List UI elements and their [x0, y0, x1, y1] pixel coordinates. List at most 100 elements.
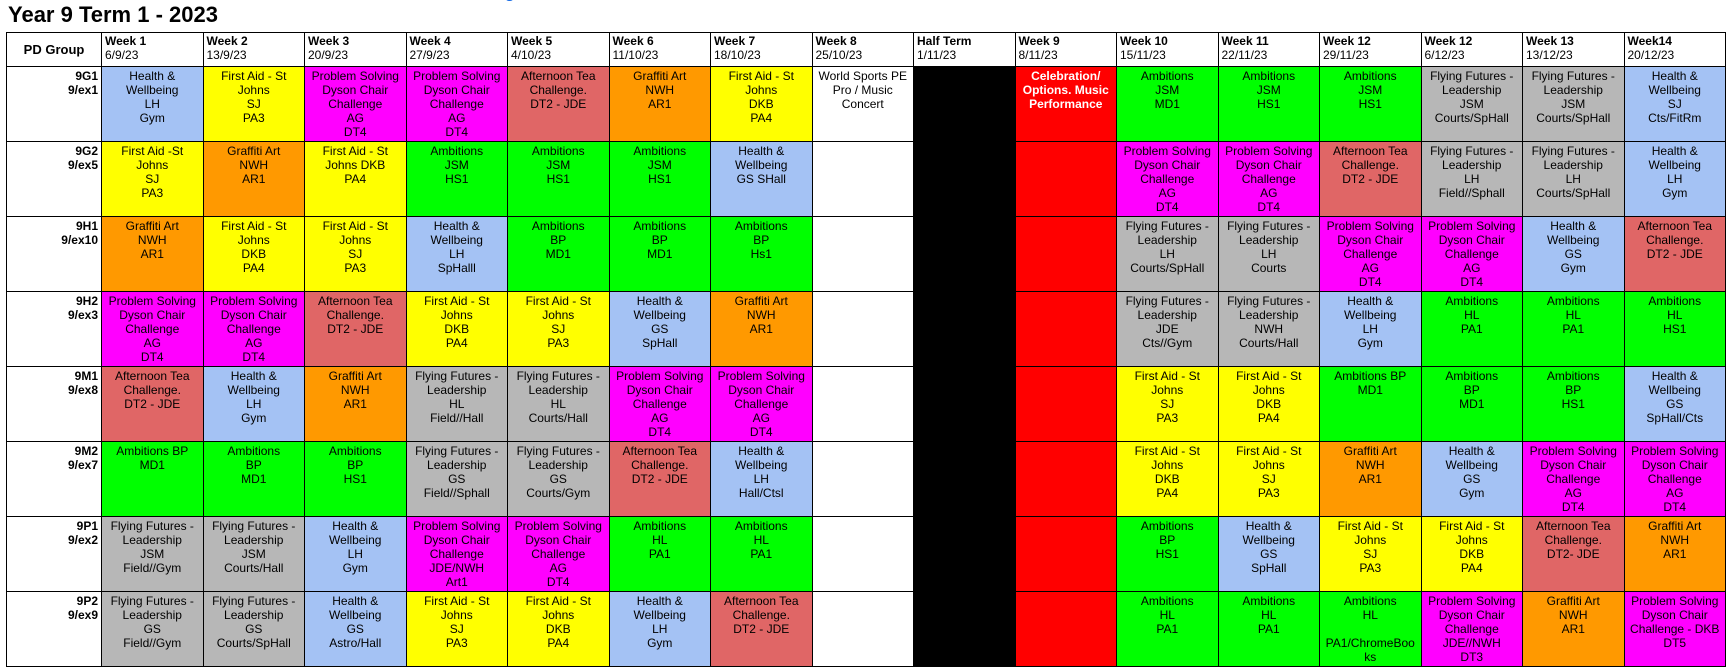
week-label: Week 11 — [1221, 34, 1269, 48]
activity-cell: Flying Futures - Leadership NWH Courts/H… — [1217, 291, 1320, 367]
week-header: Week 5 4/10/23 — [507, 32, 610, 67]
activity-cell: Flying Futures - Leadership HL Courts/Ha… — [507, 366, 610, 442]
activity-cell: Graffiti Art NWH AR1 — [202, 141, 305, 217]
activity-cell: First Aid - St Johns DKB PA4 — [1217, 366, 1320, 442]
week-date: 27/9/23 — [409, 48, 450, 62]
page-title: Year 9 Term 1 - 2023 — [8, 2, 218, 27]
week-date: 8/11/23 — [1018, 48, 1058, 62]
group-code: 9/ex2 — [67, 533, 98, 547]
group-row: 9P1 9/ex2 Flying Futures - Leadership JSM … — [6, 516, 1726, 592]
activity-cell: Flying Futures - Leadership LH Field//Sp… — [1420, 141, 1523, 217]
week-header: Week 12 6/12/23 — [1420, 32, 1523, 67]
activity-cell: Problem Solving Dyson Chair Challenge JD… — [405, 516, 508, 592]
activity-cell — [811, 291, 914, 367]
activity-cell: Ambitions BP MD1 — [1319, 366, 1422, 442]
group-code: 9/ex7 — [67, 458, 98, 472]
activity-cell: First Aid - St Johns DKB PA4 — [1420, 516, 1523, 592]
activity-cell: Problem Solving Dyson Chair Challenge AG… — [1116, 141, 1219, 217]
activity-cell — [913, 291, 1016, 367]
group-row: 9H1 9/ex10 Graffiti Art NWH AR1 First Aid -… — [6, 216, 1726, 292]
activity-cell: Health & Wellbeing GS SpHall — [608, 291, 711, 367]
activity-cell — [913, 516, 1016, 592]
activity-cell: Problem Solving Dyson Chair Challenge AG… — [101, 291, 204, 367]
group-row: 9M2 9/ex7 Ambitions BP MD1 Ambitions BP MD1… — [6, 441, 1726, 517]
activity-cell: Graffiti Art NWH AR1 — [101, 216, 204, 292]
activity-cell: First Aid - St Johns SJ PA3 — [1116, 366, 1219, 442]
activity-cell: Health & Wellbeing GS Gym — [1522, 216, 1625, 292]
activity-cell: First Aid - St Johns SJ PA3 — [507, 291, 610, 367]
week-header: Week 9 8/11/23 — [1014, 32, 1117, 67]
activity-cell: Ambitions HL HS1 — [1623, 291, 1726, 367]
activity-cell: Ambitions BP HS1 — [1522, 366, 1625, 442]
group-row: 9M1 9/ex8 Afternoon Tea Challenge. DT2 - J… — [6, 366, 1726, 442]
week-header: Week 3 20/9/23 — [304, 32, 407, 67]
activity-cell: Graffiti Art NWH AR1 — [608, 66, 711, 142]
activity-cell: Flying Futures - Leadership LH Courts/Sp… — [1522, 141, 1625, 217]
week-date: 13/12/23 — [1526, 48, 1573, 62]
group-row: 9G2 9/ex5 First Aid -St Johns SJ PA3 Graffi… — [6, 141, 1726, 217]
timetable-header: PD Group Week 1 6/9/23 Week 2 13/9/23 Week 3… — [6, 32, 1726, 67]
activity-cell: Problem Solving Dyson Chair Challenge AG… — [1522, 441, 1625, 517]
activity-cell: Ambitions HL PA1 — [710, 516, 813, 592]
activity-cell: Ambitions BP HS1 — [1116, 516, 1219, 592]
activity-cell: Afternoon Tea Challenge. DT2 - JDE — [507, 66, 610, 142]
week-date: 20/9/23 — [308, 48, 349, 62]
activity-cell: Afternoon Tea Challenge. DT2 - JDE — [101, 366, 204, 442]
activity-cell: Problem Solving Dyson Chair Challenge AG… — [710, 366, 813, 442]
week-date: 11/10/23 — [612, 48, 659, 62]
week-label: Week 10 — [1120, 34, 1168, 48]
week-header: Week 2 13/9/23 — [202, 32, 305, 67]
activity-cell: First Aid - St Johns SJ PA3 — [1217, 441, 1320, 517]
timetable: PD Group Week 1 6/9/23 Week 2 13/9/23 Week 3… — [6, 32, 1726, 667]
activity-cell: Afternoon Tea Challenge. DT2 - JDE — [1319, 141, 1422, 217]
activity-cell — [913, 441, 1016, 517]
activity-cell — [913, 141, 1016, 217]
activity-cell: Problem Solving Dyson Chair Challenge AG… — [202, 291, 305, 367]
group-name: 9G2 — [75, 144, 98, 158]
activity-cell: Health & Wellbeing LH Gym — [1319, 291, 1422, 367]
week-label: Week 5 — [511, 34, 553, 48]
activity-cell: Health & Wellbeing LH Gym — [1623, 141, 1726, 217]
week-date: 13/9/23 — [206, 48, 247, 62]
activity-cell: Afternoon Tea Challenge. DT2 - JDE — [1623, 216, 1726, 292]
week-date: 29/11/23 — [1323, 48, 1369, 62]
activity-cell: Ambitions HL PA1 — [1116, 591, 1219, 667]
activity-cell: Graffiti Art NWH AR1 — [710, 291, 813, 367]
group-code: 9/ex9 — [67, 608, 98, 622]
activity-cell: Problem Solving Dyson Chair Challenge AG… — [1319, 216, 1422, 292]
activity-cell: Ambitions BP MD1 — [507, 216, 610, 292]
activity-cell — [1014, 216, 1117, 292]
activity-cell — [811, 366, 914, 442]
activity-cell: Health & Wellbeing GS Gym — [1420, 441, 1523, 517]
activity-cell: Ambitions JSM HS1 — [1217, 66, 1320, 142]
group-cell: 9P2 9/ex9 — [6, 591, 102, 667]
activity-cell: Flying Futures - Leadership JSM Courts/S… — [1420, 66, 1523, 142]
week-date: 20/12/23 — [1627, 48, 1675, 62]
activity-cell: Health & Wellbeing LH Gym — [608, 591, 711, 667]
activity-cell — [913, 366, 1016, 442]
activity-cell: Afternoon Tea Challenge. DT2 - JDE — [608, 441, 711, 517]
group-cell: 9M1 9/ex8 — [6, 366, 102, 442]
activity-cell — [811, 141, 914, 217]
activity-cell: First Aid - St Johns DKB PA4 — [507, 591, 610, 667]
week-date: 1/11/23 — [917, 48, 957, 62]
activity-cell: Flying Futures - Leadership GS Courts/Gy… — [507, 441, 610, 517]
activity-cell: Graffiti Art NWH AR1 — [304, 366, 407, 442]
activity-cell: Ambitions HL PA1 — [1217, 591, 1320, 667]
activity-cell: First Aid - St Johns DKB PA4 — [710, 66, 813, 142]
activity-cell — [1014, 366, 1117, 442]
activity-cell: Ambitions JSM HS1 — [1319, 66, 1422, 142]
activity-cell: First Aid - St Johns DKB PA4 — [405, 291, 508, 367]
activity-cell: Ambitions BP Hs1 — [710, 216, 813, 292]
activity-cell: Health & Wellbeing LH Gym — [202, 366, 305, 442]
activity-cell: Ambitions HL PA1/ChromeBoo ks — [1319, 591, 1422, 667]
week-label: Half Term — [917, 34, 972, 48]
timetable-body: 9G1 9/ex1 Health & Wellbeing LH Gym First A… — [6, 66, 1726, 667]
activity-cell — [1014, 516, 1117, 592]
activity-cell: Flying Futures - Leadership GS Field//Sp… — [405, 441, 508, 517]
week-label: Week 13 — [1526, 34, 1574, 48]
week-label: Week 9 — [1018, 34, 1060, 48]
activity-cell: Health & Wellbeing GS SHall — [710, 141, 813, 217]
week-label: Week 3 — [308, 34, 350, 48]
activity-cell: Problem Solving Dyson Chair Challenge AG… — [608, 366, 711, 442]
